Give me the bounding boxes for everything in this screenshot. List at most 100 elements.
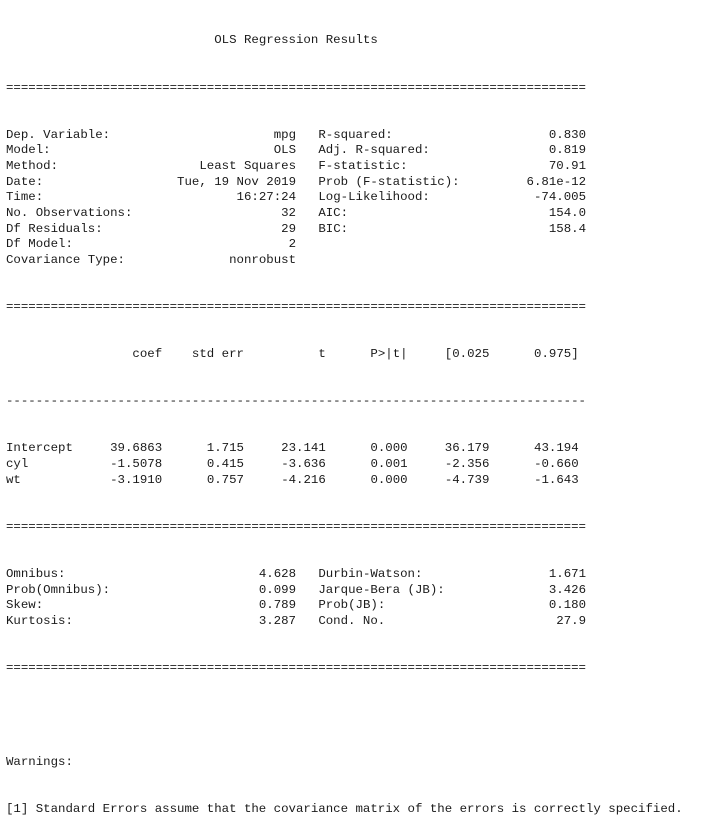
coef-cell: 43.194 <box>534 441 579 456</box>
coef-row: Intercept 39.6863 1.715 23.141 0.000 36.… <box>6 441 683 457</box>
left-value: 29 <box>281 221 297 236</box>
warnings-heading-line: Warnings: <box>6 755 683 771</box>
diagnostic-row: Omnibus: 4.628 Durbin-Watson: 1.671 <box>6 567 683 583</box>
coef-cell: 0.000 <box>370 441 408 456</box>
model-info-row: No. Observations: 32 AIC: 154.0 <box>6 206 683 222</box>
title-line: OLS Regression Results <box>6 33 683 49</box>
right-value: 6.81e-12 <box>526 174 587 189</box>
separator-after-coef: ========================================… <box>6 520 683 536</box>
coef-cell: -4.216 <box>281 472 326 487</box>
coef-cell: 0.000 <box>370 472 408 487</box>
separator-after-info: ========================================… <box>6 300 683 316</box>
coef-cell: 23.141 <box>281 441 326 456</box>
right-label: AIC: <box>318 206 349 221</box>
model-info-row: Df Residuals: 29 BIC: 158.4 <box>6 222 683 238</box>
coef-cell: 0.415 <box>206 457 244 472</box>
blank-line <box>6 708 683 724</box>
diagnostic-row: Prob(Omnibus): 0.099 Jarque-Bera (JB): 3… <box>6 583 683 599</box>
left-label: Method: <box>6 158 59 173</box>
left-value: 3.287 <box>258 614 296 629</box>
right-value: 0.180 <box>548 598 587 613</box>
diagnostics-section: Omnibus: 4.628 Durbin-Watson: 1.671 Prob(… <box>6 567 683 630</box>
diagnostic-row: Kurtosis: 3.287 Cond. No. 27.9 <box>6 614 683 630</box>
left-value: 16:27:24 <box>236 190 297 205</box>
coef-cell: 0.757 <box>206 472 244 487</box>
right-value: 70.91 <box>548 158 587 173</box>
left-label: Covariance Type: <box>6 253 125 268</box>
coef-cell: 1.715 <box>206 441 244 456</box>
left-value: nonrobust <box>229 253 297 268</box>
right-label: Adj. R-squared: <box>318 143 430 158</box>
model-info-row: Dep. Variable: mpg R-squared: 0.830 <box>6 128 683 144</box>
left-label: Date: <box>6 174 44 189</box>
right-value: 154.0 <box>548 206 587 221</box>
left-value: Least Squares <box>199 158 297 173</box>
right-value: 27.9 <box>556 614 587 629</box>
right-label: Prob (F-statistic): <box>318 174 460 189</box>
left-value: Tue, 19 Nov 2019 <box>177 174 297 189</box>
coef-cell: -2.356 <box>444 457 490 472</box>
separator-bottom: ========================================… <box>6 661 683 677</box>
coef-cell: cyl <box>6 457 29 472</box>
right-label: Cond. No. <box>318 614 386 629</box>
left-label: Prob(Omnibus): <box>6 582 111 597</box>
separator-top: ========================================… <box>6 81 683 97</box>
left-label: Skew: <box>6 598 44 613</box>
column-header: [0.025 <box>444 347 490 362</box>
coef-table: Intercept 39.6863 1.715 23.141 0.000 36.… <box>6 441 683 488</box>
coef-cell: -3.1910 <box>110 472 163 487</box>
model-info-row: Date: Tue, 19 Nov 2019 Prob (F-statistic… <box>6 175 683 191</box>
right-value: 3.426 <box>548 582 587 597</box>
coef-cell: -3.636 <box>281 457 326 472</box>
column-header: coef <box>132 347 163 362</box>
model-info-row: Time: 16:27:24 Log-Likelihood: -74.005 <box>6 190 683 206</box>
separator-after-header: ----------------------------------------… <box>6 394 683 410</box>
coef-cell: wt <box>6 472 21 487</box>
report-title: OLS Regression Results <box>214 33 378 48</box>
coef-cell: -1.5078 <box>110 457 163 472</box>
right-value: -74.005 <box>533 190 587 205</box>
left-label: Kurtosis: <box>6 614 73 629</box>
left-label: Df Residuals: <box>6 221 103 236</box>
right-label: F-statistic: <box>318 158 408 173</box>
left-value: OLS <box>273 143 297 158</box>
right-value: 0.819 <box>548 143 587 158</box>
model-info-row: Covariance Type: nonrobust <box>6 253 683 269</box>
coef-row: cyl -1.5078 0.415 -3.636 0.001 -2.356 -0… <box>6 457 683 473</box>
coef-cell: Intercept <box>6 441 73 456</box>
left-label: Model: <box>6 143 51 158</box>
warning-line: [1] Standard Errors assume that the cova… <box>6 802 683 818</box>
model-info-section: Dep. Variable: mpg R-squared: 0.830 Model… <box>6 128 683 269</box>
warning-text: [1] Standard Errors assume that the cova… <box>6 802 683 817</box>
column-header: 0.975] <box>534 347 579 362</box>
right-value: 158.4 <box>548 221 587 236</box>
column-header: t <box>318 347 326 362</box>
right-label: Durbin-Watson: <box>318 567 423 582</box>
coef-cell: -0.660 <box>534 457 579 472</box>
coef-row: wt -3.1910 0.757 -4.216 0.000 -4.739 -1.… <box>6 473 683 489</box>
model-info-row: Method: Least Squares F-statistic: 70.91 <box>6 159 683 175</box>
left-label: Omnibus: <box>6 567 66 582</box>
right-label: R-squared: <box>318 127 393 142</box>
column-header: std err <box>191 347 244 362</box>
coef-header-row: coef std err t P>|t| [0.025 0.975] <box>6 347 683 363</box>
column-header: P>|t| <box>370 347 408 362</box>
left-value: 32 <box>281 206 296 221</box>
right-value: 0.830 <box>548 127 587 142</box>
double-separator: ========================================… <box>6 80 586 95</box>
double-separator: ========================================… <box>6 300 586 315</box>
coef-cell: 39.6863 <box>110 441 163 456</box>
left-label: Dep. Variable: <box>6 127 111 142</box>
model-info-row: Model: OLS Adj. R-squared: 0.819 <box>6 143 683 159</box>
left-label: Df Model: <box>6 237 73 252</box>
warnings-heading: Warnings: <box>6 755 73 770</box>
left-value: 4.628 <box>258 567 297 582</box>
right-label: Jarque-Bera (JB): <box>318 582 445 597</box>
single-separator: ----------------------------------------… <box>6 394 586 409</box>
right-label: BIC: <box>318 221 349 236</box>
coef-cell: -4.739 <box>444 472 490 487</box>
ols-regression-report: OLS Regression Results =================… <box>6 2 683 834</box>
left-value: mpg <box>273 127 297 142</box>
left-value: 2 <box>288 237 296 252</box>
left-value: 0.099 <box>258 582 297 597</box>
